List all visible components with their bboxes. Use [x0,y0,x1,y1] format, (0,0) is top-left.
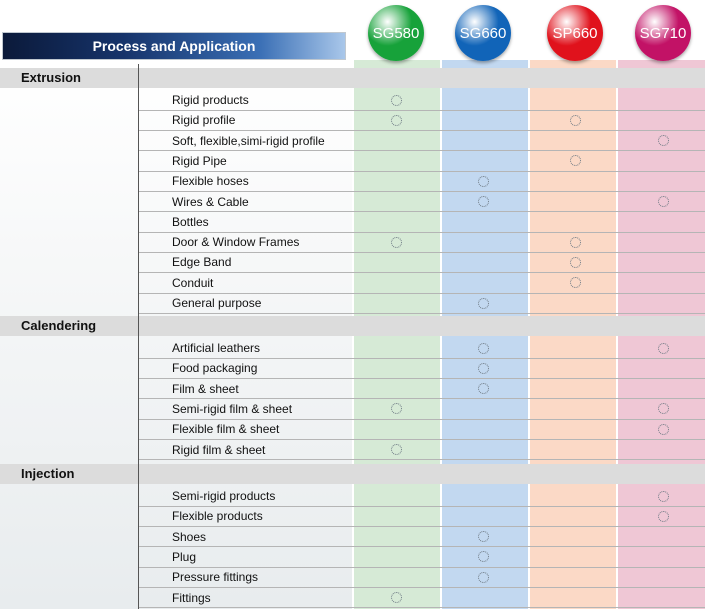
section-band-injection [0,464,705,484]
row-label: Flexible hoses [172,174,249,189]
row-label: Conduit [172,275,214,290]
row-label: General purpose [172,296,262,310]
row-label: Flexible products [172,509,263,524]
row-label: Shoes [172,529,207,544]
row-divider [139,607,705,609]
application-mark-icon [477,551,489,563]
row-label: Semi-rigid products [172,489,276,503]
row-divider [139,526,705,528]
application-mark-icon [477,342,489,354]
application-mark-icon [390,444,402,455]
application-mark-icon [657,342,669,354]
application-mark-icon [390,114,402,126]
row-divider [139,251,705,253]
application-mark-icon [390,236,402,248]
application-mark-icon [477,297,489,309]
application-mark-icon [477,175,489,187]
row-divider [139,398,705,400]
row-divider [139,459,705,461]
application-mark-icon [657,135,669,147]
row-divider [139,130,705,132]
row-label: Artificial leathers [172,341,261,355]
product-badge-sg660: SG660 [455,5,511,61]
application-mark-icon [569,114,581,126]
row-label: Fittings [172,590,211,605]
row-label: Rigid profile [172,113,236,128]
column-divider [138,64,139,609]
row-label: Wires & Cable [172,194,249,209]
application-mark-icon [657,510,669,522]
product-badge-sp660: SP660 [547,5,603,61]
section-band-calendering [0,316,705,336]
application-mark-icon [390,94,402,106]
row-divider [139,211,705,213]
table-title: Process and Application [92,38,256,54]
row-divider [139,566,705,568]
application-mark-icon [477,196,489,207]
application-mark-icon [657,196,669,207]
product-badge-sg580: SG580 [368,5,424,61]
row-divider [139,292,705,294]
application-mark-icon [477,362,489,374]
row-label: Edge Band [172,255,232,270]
application-mark-icon [569,277,581,289]
section-title-injection: Injection [21,466,75,481]
row-divider [139,170,705,172]
row-label: Pressure fittings [172,570,259,585]
application-mark-icon [569,256,581,268]
section-title-extrusion: Extrusion [21,70,81,85]
row-label: Film & sheet [172,381,239,396]
row-divider [139,587,705,588]
row-divider [139,150,705,152]
product-badge-sg710: SG710 [635,5,691,61]
section-band-extrusion [0,68,705,88]
row-label: Rigid Pipe [172,153,227,168]
row-label: Semi-rigid film & sheet [172,401,293,416]
table-header-bar: Process and Application [2,32,346,60]
row-label: Food packaging [172,361,258,376]
row-label: Bottles [172,214,209,229]
row-divider [139,546,705,548]
application-mark-icon [390,592,402,603]
row-label: Rigid products [172,93,249,107]
row-label: Soft, flexible,simi-rigid profile [172,133,325,148]
application-mark-icon [390,403,402,415]
row-divider [139,378,705,380]
row-divider [139,231,705,233]
row-divider [139,191,705,192]
row-divider [139,418,705,420]
row-divider [139,272,705,274]
row-divider [139,312,705,314]
application-mark-icon [657,423,669,435]
row-divider [139,505,705,507]
row-label: Rigid film & sheet [172,442,266,457]
application-mark-icon [657,403,669,415]
background-fade [0,64,352,609]
application-mark-icon [477,383,489,395]
application-mark-icon [477,531,489,543]
row-label: Plug [172,549,197,564]
application-mark-icon [569,155,581,167]
row-divider [139,357,705,359]
application-mark-icon [657,490,669,502]
application-mark-icon [477,571,489,583]
application-mark-icon [569,236,581,248]
section-title-calendering: Calendering [21,318,97,333]
row-label: Flexible film & sheet [172,422,280,437]
row-divider [139,439,705,440]
row-divider [139,109,705,111]
row-label: Door & Window Frames [172,235,300,250]
